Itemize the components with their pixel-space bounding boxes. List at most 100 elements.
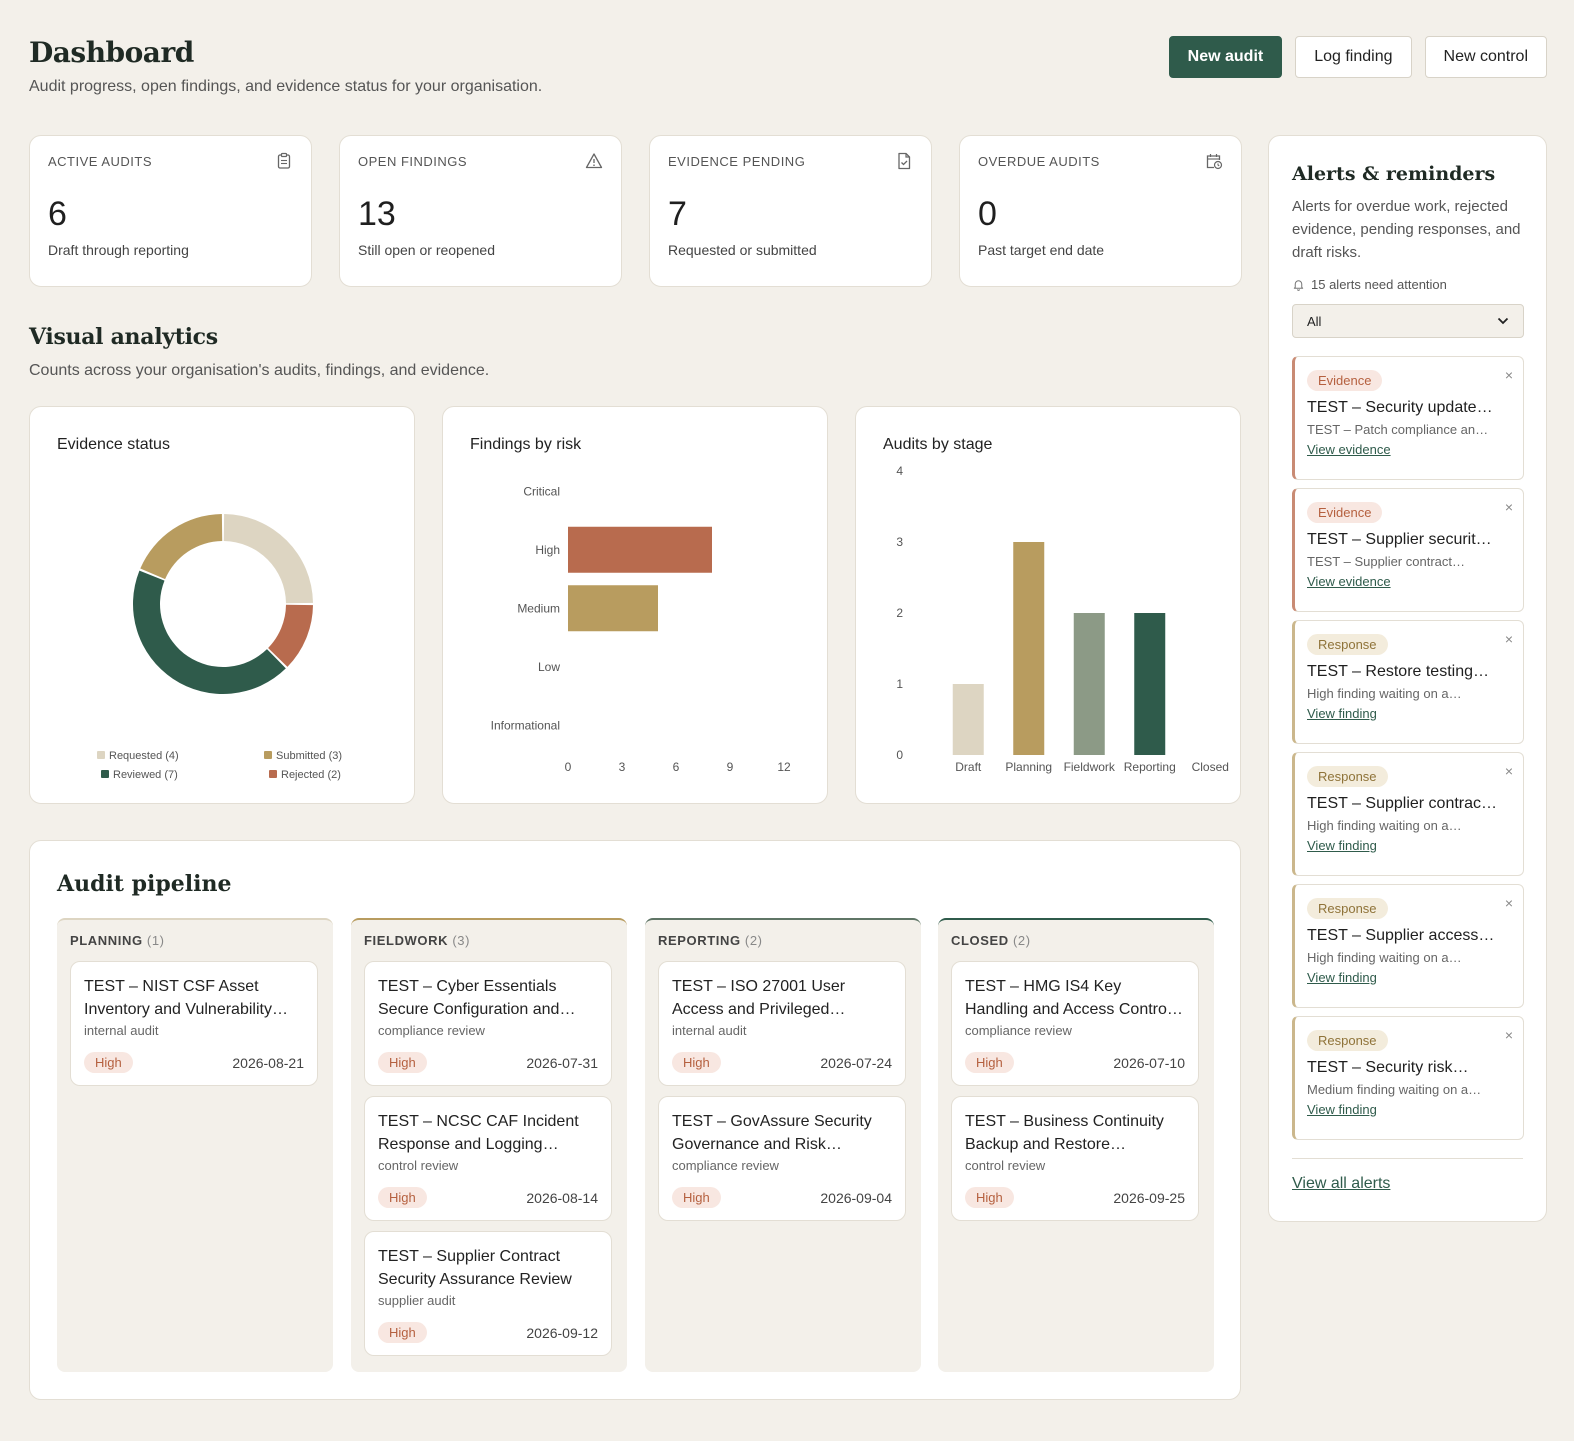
alert-description: High finding waiting on a…	[1307, 686, 1462, 701]
y-tick-label: 1	[896, 677, 903, 691]
bar-fieldwork	[1073, 613, 1105, 755]
alerts-filter-select[interactable]: All	[1292, 304, 1524, 338]
view-finding-link[interactable]: View finding	[1307, 838, 1377, 853]
audit-card[interactable]: TEST – HMG IS4 Key Handling and Access C…	[951, 961, 1199, 1086]
view-evidence-link[interactable]: View evidence	[1307, 574, 1391, 589]
alert-type-badge: Response	[1307, 634, 1388, 655]
file-check-icon	[898, 152, 911, 170]
stat-desc: Past target end date	[978, 242, 1105, 258]
y-tick-label: Medium	[517, 601, 560, 615]
stat-value: 13	[358, 195, 396, 233]
calendar-clock-icon	[1206, 154, 1223, 170]
close-icon[interactable]: ×	[1504, 895, 1513, 911]
legend-swatch	[264, 751, 272, 759]
x-tick-label: Fieldwork	[1064, 760, 1116, 774]
column-name: CLOSED	[951, 933, 1009, 948]
view-finding-link[interactable]: View finding	[1307, 1102, 1377, 1117]
x-tick-label: Closed	[1192, 760, 1229, 774]
alerts-filter-value: All	[1307, 313, 1322, 329]
audit-title: TEST – ISO 27001 User Access and Privile…	[672, 978, 846, 1018]
page-subtitle: Audit progress, open findings, and evide…	[29, 78, 543, 95]
audit-card[interactable]: TEST – Supplier Contract Security Assura…	[364, 1231, 612, 1356]
pipeline-column-closed: CLOSED (2) TEST – HMG IS4 Key Handling an…	[938, 918, 1214, 1372]
pipeline-title: Audit pipeline	[57, 871, 232, 897]
bar-high	[568, 526, 712, 573]
alerts-title: Alerts & reminders	[1292, 163, 1496, 185]
column-count: (2)	[744, 933, 763, 948]
alert-type-badge: Evidence	[1307, 502, 1383, 523]
donut-slice-requested	[223, 514, 313, 604]
legend-label: Submitted (3)	[276, 750, 342, 762]
analytics-subtitle: Counts across your organisation's audits…	[29, 362, 490, 379]
alert-item: Evidence × TEST – Security update… TEST – P…	[1292, 356, 1524, 480]
findings-by-risk-bar-chart: Critical High Medium Low Informational 0 3 6 9 12	[491, 484, 791, 774]
x-tick-label: 3	[619, 760, 626, 774]
alert-item: Response × TEST – Supplier access… High fin…	[1292, 884, 1524, 1008]
audit-type: compliance review	[378, 1023, 485, 1038]
evidence-status-donut-chart: Requested (4) Submitted (3) Reviewed (7) Re…	[97, 514, 342, 781]
close-icon[interactable]: ×	[1504, 763, 1513, 779]
alert-item: Response × TEST – Security risk… Medium fin…	[1292, 1016, 1524, 1140]
audit-card[interactable]: TEST – GovAssure Security Governance and…	[658, 1096, 906, 1221]
stat-value: 7	[668, 195, 687, 233]
view-all-alerts-link[interactable]: View all alerts	[1292, 1175, 1391, 1192]
audit-card[interactable]: TEST – ISO 27001 User Access and Privile…	[658, 961, 906, 1086]
pipeline-column-reporting: REPORTING (2) TEST – ISO 27001 User Acces…	[645, 918, 921, 1372]
new-control-button[interactable]: New control	[1424, 36, 1547, 78]
column-header: FIELDWORK (3)	[364, 933, 614, 948]
audit-card[interactable]: TEST – Business Continuity Backup and Re…	[951, 1096, 1199, 1221]
legend-label: Rejected (2)	[281, 769, 341, 781]
new-audit-button[interactable]: New audit	[1168, 36, 1283, 78]
y-tick-label: 2	[896, 606, 903, 620]
audit-title: TEST – Business Continuity Backup and Re…	[965, 1113, 1164, 1153]
y-tick-label: Critical	[523, 484, 560, 498]
audit-card[interactable]: TEST – NCSC CAF Incident Response and Lo…	[364, 1096, 612, 1221]
risk-badge: High	[965, 1052, 1014, 1073]
donut-slice-reviewed	[133, 570, 286, 694]
view-finding-link[interactable]: View finding	[1307, 706, 1377, 721]
chart-title: Audits by stage	[883, 436, 993, 453]
x-tick-label: 0	[565, 760, 572, 774]
legend-swatch	[97, 751, 105, 759]
close-icon[interactable]: ×	[1504, 499, 1513, 515]
alert-description: TEST – Patch compliance an…	[1307, 422, 1489, 437]
y-tick-label: 0	[896, 748, 903, 762]
log-finding-button[interactable]: Log finding	[1295, 36, 1412, 78]
donut-slice-rejected	[268, 604, 313, 667]
audits-by-stage-chart-card: Audits by stage 0 1 2 3 4 Draft Planning Fieldw…	[855, 406, 1241, 804]
alert-title: TEST – Supplier securit…	[1307, 531, 1492, 548]
audit-footer: High 2026-08-21	[84, 1052, 304, 1073]
header-actions: New audit Log finding New control	[1168, 36, 1547, 78]
audit-title: TEST – NIST CSF Asset Inventory and Vuln…	[84, 978, 288, 1018]
pipeline-column-planning: PLANNING (1) TEST – NIST CSF Asset Invent…	[57, 918, 333, 1372]
audit-card[interactable]: TEST – Cyber Essentials Secure Configura…	[364, 961, 612, 1086]
close-icon[interactable]: ×	[1504, 367, 1513, 383]
audit-type: internal audit	[672, 1023, 747, 1038]
stat-value: 0	[978, 195, 997, 233]
column-count: (1)	[146, 933, 165, 948]
audit-date: 2026-09-12	[526, 1324, 598, 1341]
chart-title: Findings by risk	[470, 436, 582, 453]
evidence-status-chart-card: Evidence status Requested (4) Submitted (…	[29, 406, 415, 804]
y-tick-label: 3	[896, 535, 903, 549]
alert-description: High finding waiting on a…	[1307, 818, 1462, 833]
stat-desc: Draft through reporting	[48, 242, 189, 258]
stat-label: ACTIVE AUDITS	[48, 154, 153, 169]
view-evidence-link[interactable]: View evidence	[1307, 442, 1391, 457]
close-icon[interactable]: ×	[1504, 1027, 1513, 1043]
bar-planning	[1013, 542, 1045, 755]
alert-title: TEST – Restore testing…	[1307, 663, 1489, 680]
bell-icon	[1293, 280, 1304, 291]
stat-card-open-findings: OPEN FINDINGS 13 Still open or reopened	[339, 135, 622, 287]
chart-title: Evidence status	[57, 436, 170, 453]
alerts-panel: Alerts & reminders Alerts for overdue wo…	[1268, 135, 1547, 1222]
close-icon[interactable]: ×	[1504, 631, 1513, 647]
audits-by-stage-bar-chart: 0 1 2 3 4 Draft Planning Fieldwork Reporting Clos…	[896, 464, 1229, 774]
stat-desc: Requested or submitted	[668, 242, 817, 258]
audit-date: 2026-07-24	[820, 1054, 892, 1071]
audit-footer: High 2026-09-12	[378, 1322, 598, 1343]
bar-reporting	[1134, 613, 1166, 755]
audit-date: 2026-07-10	[1113, 1054, 1185, 1071]
audit-card[interactable]: TEST – NIST CSF Asset Inventory and Vuln…	[70, 961, 318, 1086]
view-finding-link[interactable]: View finding	[1307, 970, 1377, 985]
